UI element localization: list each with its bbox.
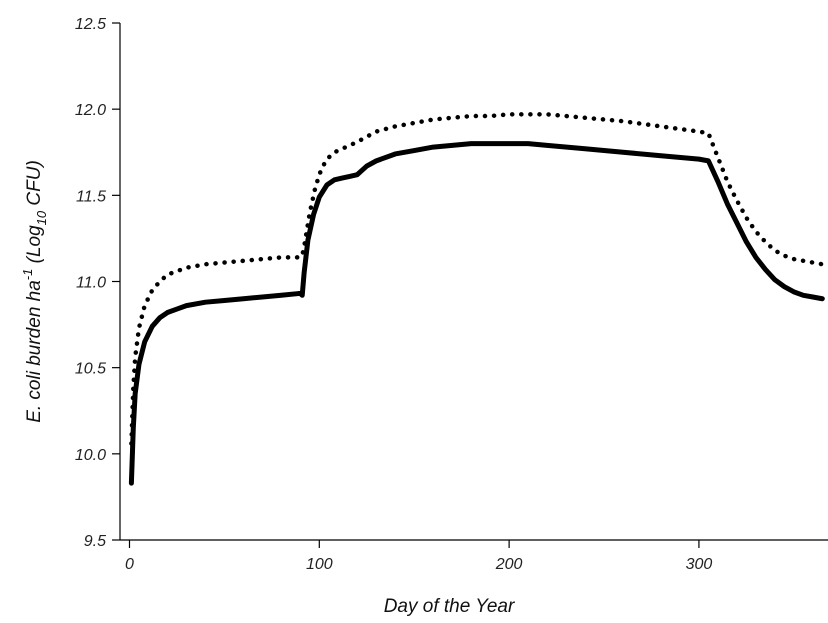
y-axis-title: E. coli burden ha-1 (Log10 CFU) xyxy=(20,160,49,423)
solid-series-line xyxy=(128,141,825,486)
y-tick-label: 10.0 xyxy=(75,447,106,464)
x-tick-label: 200 xyxy=(495,556,523,573)
x-tick-label: 0 xyxy=(125,556,134,573)
y-tick-label: 11.0 xyxy=(76,275,106,292)
y-tick-label: 12.5 xyxy=(75,16,106,33)
y-tick-label: 9.5 xyxy=(84,533,106,550)
plot-area: 9.5 10.0 10.5 11.0 11.5 12.0 12.5 0 100 200 300 xyxy=(75,16,828,573)
y-axis-title-part: CFU) xyxy=(24,160,45,211)
y-tick-label: 11.5 xyxy=(76,188,106,205)
y-tick-label: 12.0 xyxy=(75,102,106,119)
x-axis-ticks: 0 100 200 300 xyxy=(125,540,712,573)
y-tick-label: 10.5 xyxy=(75,361,106,378)
x-axis-title: Day of the Year xyxy=(384,596,515,617)
y-axis-title-part: 10 xyxy=(34,210,49,225)
series-layer xyxy=(128,112,825,486)
dotted-series-line xyxy=(129,112,825,446)
y-axis-title-part: E. coli burden ha xyxy=(24,280,45,423)
x-tick-label: 300 xyxy=(686,556,713,573)
y-axis-title-part: -1 xyxy=(20,269,35,281)
y-axis-title-part: (Log xyxy=(24,225,45,269)
x-tick-label: 100 xyxy=(306,556,333,573)
y-axis-ticks: 9.5 10.0 10.5 11.0 11.5 12.0 12.5 xyxy=(75,16,120,550)
